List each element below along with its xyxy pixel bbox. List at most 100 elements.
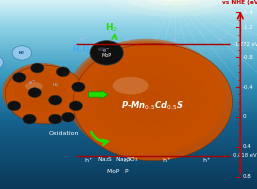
Bar [0,80,257,82]
Circle shape [99,62,199,136]
Bar [0,96,257,98]
Bar [0,170,257,172]
Bar [0,84,257,85]
Bar [0,175,257,176]
FancyArrowPatch shape [91,132,108,145]
Circle shape [138,91,166,111]
Bar [0,27,257,28]
Bar [0,41,257,43]
Bar [0,38,257,39]
Bar [0,142,257,143]
Bar [0,9,257,11]
Bar [0,32,257,33]
Bar [0,101,257,102]
Circle shape [119,77,182,124]
Bar [0,6,257,8]
Bar [0,112,257,113]
Circle shape [106,68,193,131]
Bar [0,123,257,124]
Circle shape [96,60,201,138]
Bar [0,164,257,165]
Bar [0,19,257,20]
Circle shape [91,57,205,141]
Circle shape [41,92,48,97]
Circle shape [7,101,21,111]
Bar [0,156,257,157]
Bar [0,128,257,129]
Bar [0,134,257,136]
Circle shape [73,43,233,161]
Bar [0,55,257,57]
Circle shape [26,81,61,106]
Text: -1.272 eV: -1.272 eV [233,42,257,47]
Circle shape [136,90,168,113]
Bar [0,53,257,55]
Bar [0,113,257,115]
Circle shape [128,84,174,118]
Circle shape [33,85,56,102]
Circle shape [90,41,123,65]
Circle shape [5,65,85,124]
Bar [0,69,257,71]
Text: Oxidation: Oxidation [49,131,79,136]
Bar [0,167,257,169]
Bar [0,162,257,164]
Circle shape [3,64,81,121]
Bar [0,91,257,93]
FancyArrow shape [89,90,108,99]
Circle shape [67,39,226,156]
Circle shape [121,79,180,122]
Circle shape [109,70,191,130]
Circle shape [69,41,224,154]
Circle shape [126,82,176,119]
Text: Na$_2$S  Na$_2$SO$_3$: Na$_2$S Na$_2$SO$_3$ [97,155,139,164]
Bar [0,93,257,94]
Bar [0,35,257,36]
Text: e$^-$: e$^-$ [28,79,36,87]
Circle shape [13,73,26,82]
Circle shape [9,68,75,117]
Bar [0,74,257,76]
Bar [0,63,257,65]
Circle shape [38,89,51,99]
Text: 0.8: 0.8 [242,174,251,179]
Circle shape [49,95,62,105]
Text: -1.2: -1.2 [242,25,253,30]
FancyArrowPatch shape [112,35,117,40]
Bar [0,104,257,105]
Bar [0,139,257,140]
Bar [0,66,257,68]
Circle shape [23,78,64,108]
Bar [0,172,257,173]
Text: 0.4: 0.4 [242,144,251,149]
Bar [0,25,257,27]
Circle shape [84,51,212,145]
Circle shape [89,55,207,142]
Circle shape [40,91,49,98]
Circle shape [111,71,189,128]
Bar [0,0,257,2]
Circle shape [148,99,157,105]
Circle shape [39,90,50,98]
Bar [0,121,257,123]
Text: vs NHE (eV): vs NHE (eV) [222,0,257,5]
Bar [0,140,257,142]
Bar [0,82,257,84]
Text: h$^+$: h$^+$ [162,156,172,165]
Bar [0,124,257,126]
Text: H$_2$: H$_2$ [105,21,118,34]
Circle shape [61,112,75,122]
Bar [0,65,257,66]
Circle shape [72,42,222,153]
Circle shape [69,101,82,111]
Circle shape [4,65,79,120]
Text: H$_2$O: H$_2$O [72,44,90,56]
Circle shape [15,73,70,113]
Circle shape [8,67,76,118]
Bar [0,176,257,178]
Circle shape [114,73,187,127]
Circle shape [116,75,185,125]
Circle shape [34,86,54,101]
Bar [0,46,257,47]
Bar [0,20,257,22]
